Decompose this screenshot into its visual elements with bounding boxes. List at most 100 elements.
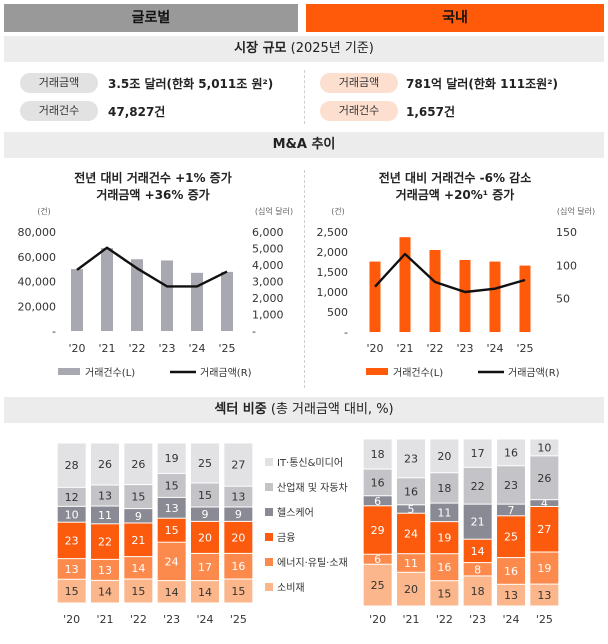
domestic-sector-segment xyxy=(497,439,525,466)
global-trend-left-tick: 60,000 xyxy=(18,251,57,264)
domestic-sector-segment xyxy=(430,439,459,473)
domestic-sector-segment-label: 22 xyxy=(471,480,485,493)
global-sector-segment xyxy=(191,521,219,553)
global-sector-segment xyxy=(91,559,119,580)
global-sector-segment-label: 21 xyxy=(131,534,145,547)
global-sector-segment-label: 15 xyxy=(65,585,79,598)
global-sector-segment-label: 20 xyxy=(198,531,212,544)
global-sector-category-label: '21 xyxy=(96,613,113,626)
domestic-sector-segment-label: 10 xyxy=(537,441,551,454)
domestic-count-value: 1,657건 xyxy=(406,105,455,119)
domestic-sector-segment xyxy=(430,581,459,606)
global-sector-segment xyxy=(157,542,186,581)
domestic-sector-segment-label: 17 xyxy=(471,447,485,460)
global-trend-count-bar xyxy=(131,259,143,331)
domestic-sector-segment-label: 20 xyxy=(404,583,418,596)
domestic-trend-category-label: '23 xyxy=(456,342,473,355)
global-sector-segment-label: 9 xyxy=(135,510,142,523)
domestic-trend-category-label: '25 xyxy=(516,342,533,355)
market-size-header: 시장 규모 (2025년 기준) xyxy=(4,36,604,62)
global-sector-segment xyxy=(191,553,219,581)
global-sector-segment xyxy=(157,497,186,518)
domestic-sector-segment-label: 11 xyxy=(437,506,451,519)
trend-divider xyxy=(304,170,305,388)
domestic-trend-right-tick: 150 xyxy=(556,226,577,239)
global-trend-right-unit: (십억 달러) xyxy=(255,206,293,216)
domestic-sector-segment xyxy=(497,516,525,558)
global-trend-right-tick: - xyxy=(252,325,256,338)
sector-legend-swatch xyxy=(265,508,273,516)
domestic-sector-segment-label: 16 xyxy=(437,561,451,574)
market-size-subtitle: (2025년 기준) xyxy=(286,41,374,56)
domestic-sector-segment-label: 6 xyxy=(374,495,381,508)
global-sector-segment xyxy=(224,553,253,579)
global-sector-segment xyxy=(124,485,153,509)
domestic-sector-segment xyxy=(397,554,425,572)
tab-domestic[interactable]: 국내 xyxy=(306,4,604,32)
sector-legend-label: 산업재 및 자동차 xyxy=(277,481,348,494)
global-sector-segment xyxy=(124,443,153,485)
global-sector-segment-label: 14 xyxy=(131,562,145,575)
global-trend-right-tick: 5,000 xyxy=(252,243,284,256)
global-sector-segment xyxy=(224,486,253,507)
domestic-sector-segment-label: 6 xyxy=(374,553,381,566)
domestic-sector-segment-label: 25 xyxy=(504,531,518,544)
sector-header: 섹터 비중 (총 거래금액 대비, %) xyxy=(4,397,604,423)
sector-legend-swatch xyxy=(265,458,273,466)
global-sector-segment xyxy=(91,506,119,524)
domestic-count-label: 거래건수 xyxy=(320,101,398,121)
ma-trend-title: M&A 추이 xyxy=(272,137,336,152)
global-trend-count-bar xyxy=(221,271,233,331)
domestic-sector-segment xyxy=(363,496,392,506)
domestic-trend-left-tick: 2,500 xyxy=(317,226,349,239)
global-trend-left-tick: 40,000 xyxy=(18,276,57,289)
sector-legend-label: 금융 xyxy=(277,532,295,544)
global-sector-segment-label: 14 xyxy=(98,586,112,599)
global-sector-segment xyxy=(124,523,153,557)
global-sector-segment-label: 24 xyxy=(165,555,179,568)
domestic-trend-count-bar xyxy=(429,250,441,332)
global-trend-count-bar xyxy=(71,269,83,331)
global-sector-segment xyxy=(57,487,86,506)
global-trend-left-tick: - xyxy=(52,325,56,338)
global-sector-segment xyxy=(91,485,119,506)
domestic-trend-count-bar xyxy=(459,260,471,332)
sector-legend-label: 소비재 xyxy=(277,582,305,594)
global-sector-segment xyxy=(224,579,253,603)
domestic-trend-category-label: '20 xyxy=(366,342,383,355)
sector-legend-swatch xyxy=(265,533,273,541)
domestic-trend-title: 전년 대비 거래건수 -6% 감소 거래금액 +20%¹ 증가 xyxy=(310,170,600,204)
domestic-sector-segment-label: 16 xyxy=(504,565,518,578)
domestic-trend-right-tick: 100 xyxy=(556,259,577,272)
domestic-sector-segment xyxy=(363,506,392,554)
global-sector-segment-label: 25 xyxy=(198,457,212,470)
global-sector-category-label: '22 xyxy=(130,613,147,626)
global-trend-category-label: '20 xyxy=(68,342,85,355)
domestic-sector-segment xyxy=(530,552,559,584)
sector-legend-label: 헬스케어 xyxy=(277,507,314,519)
domestic-sector-segment xyxy=(397,505,425,513)
domestic-sector-segment xyxy=(397,439,425,478)
global-sector-segment xyxy=(91,524,119,559)
domestic-sector-segment xyxy=(530,456,559,500)
sector-legend-swatch xyxy=(265,483,273,491)
global-sector-segment-label: 20 xyxy=(231,531,245,544)
global-trend-left-unit: (건) xyxy=(37,206,51,216)
domestic-sector-segment-label: 16 xyxy=(371,476,385,489)
domestic-sector-segment xyxy=(463,439,492,467)
global-trend-category-label: '25 xyxy=(218,342,235,355)
domestic-amount-label: 거래금액 xyxy=(320,73,398,93)
global-sector-category-label: '20 xyxy=(63,613,80,626)
sector-subtitle: (총 거래금액 대비, %) xyxy=(266,402,394,417)
global-sector-segment xyxy=(157,581,186,603)
domestic-sector-segment-label: 13 xyxy=(537,589,551,602)
tab-global[interactable]: 글로벌 xyxy=(4,4,298,32)
domestic-sector-segment-label: 21 xyxy=(471,516,485,529)
domestic-trend-left-tick: - xyxy=(344,326,348,339)
domestic-sector-segment xyxy=(397,478,425,505)
global-trend-count-bar xyxy=(191,272,203,331)
domestic-sector-segment-label: 7 xyxy=(508,504,515,517)
domestic-sector-segment xyxy=(530,439,559,456)
global-trend-title-line2: 거래금액 +36% 증가 xyxy=(96,188,210,202)
global-sector-segment xyxy=(57,579,86,603)
